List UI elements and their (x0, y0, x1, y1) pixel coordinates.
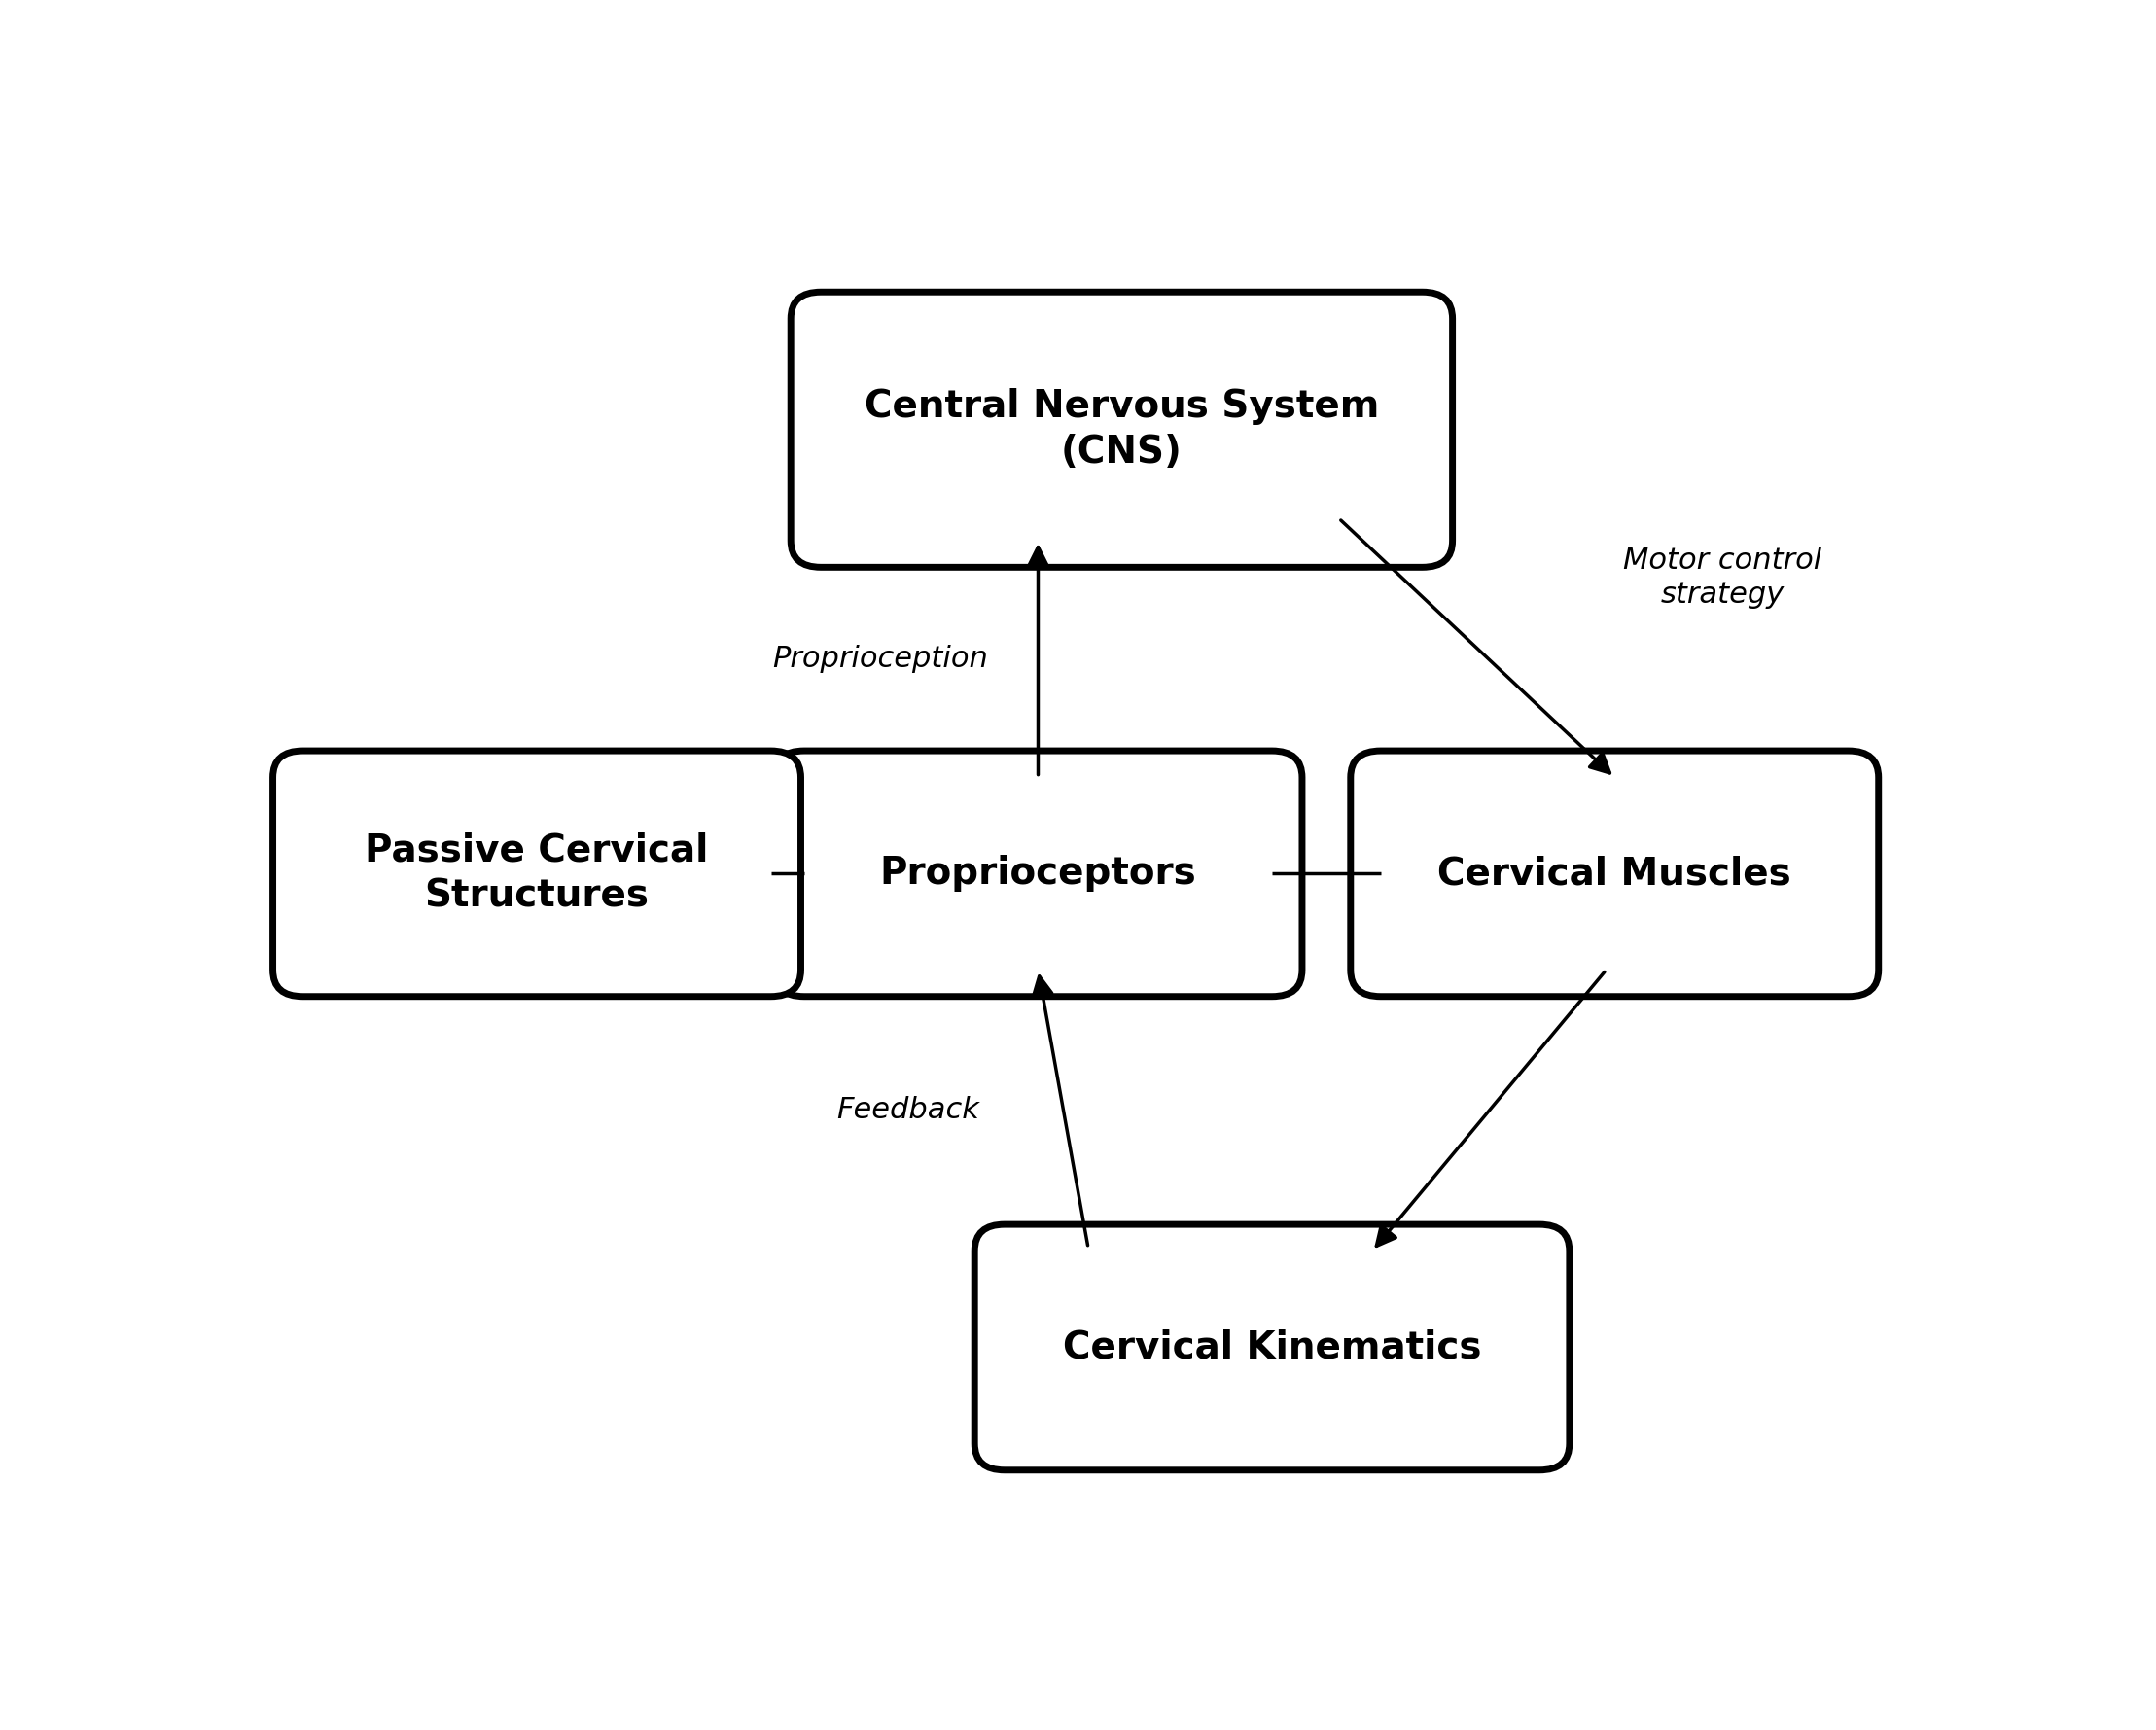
FancyBboxPatch shape (774, 751, 1302, 996)
FancyBboxPatch shape (1350, 751, 1878, 996)
FancyBboxPatch shape (791, 292, 1453, 567)
FancyBboxPatch shape (975, 1225, 1570, 1470)
Text: Central Nervous System
(CNS): Central Nervous System (CNS) (865, 388, 1380, 471)
Text: Passive Cervical
Structures: Passive Cervical Structures (364, 832, 709, 915)
Text: Cervical Kinematics: Cervical Kinematics (1063, 1329, 1481, 1365)
Text: Proprioception: Proprioception (772, 645, 987, 673)
Text: Feedback: Feedback (837, 1097, 979, 1124)
FancyBboxPatch shape (274, 751, 800, 996)
Text: Cervical Muscles: Cervical Muscles (1438, 855, 1792, 893)
Text: Motor control
strategy: Motor control strategy (1623, 547, 1822, 609)
Text: Proprioceptors: Proprioceptors (880, 855, 1197, 893)
